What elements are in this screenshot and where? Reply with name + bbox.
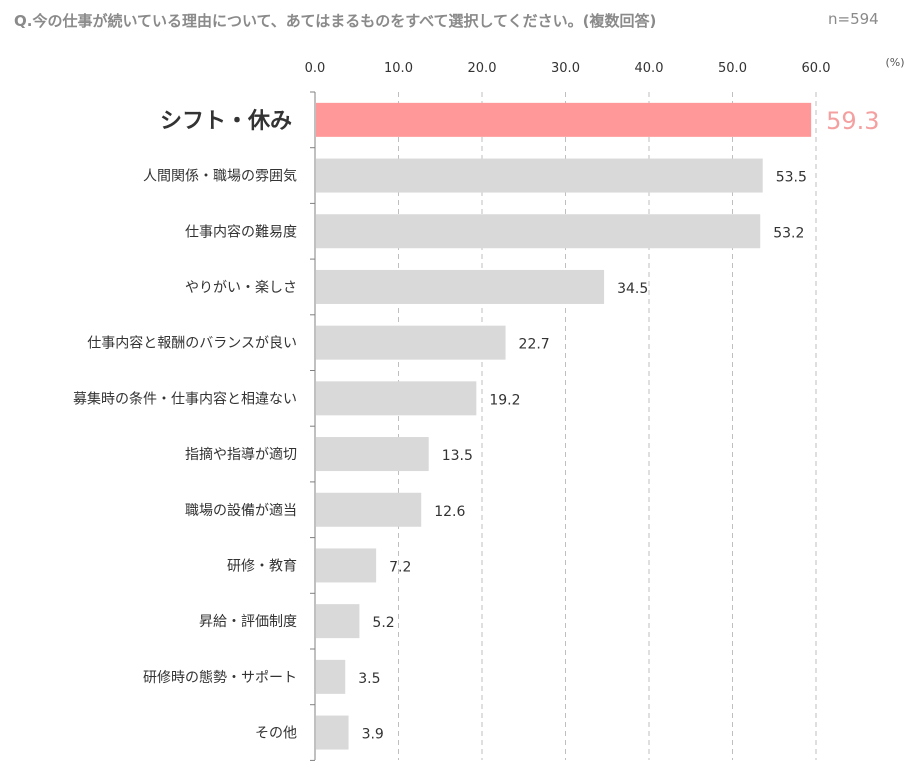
- value-label: 3.9: [362, 727, 384, 743]
- value-label: 3.5: [358, 671, 380, 687]
- x-tick-label: 60.0: [802, 61, 831, 76]
- category-label: 研修時の態勢・サポート: [143, 670, 297, 686]
- bar: [316, 715, 349, 750]
- x-tick-label: 0.0: [305, 61, 326, 76]
- bar: [316, 548, 377, 583]
- bar: [316, 269, 605, 304]
- value-label: 53.2: [773, 225, 804, 241]
- category-label: 仕事内容の難易度: [185, 223, 297, 240]
- bar: [316, 659, 346, 694]
- bar: [316, 102, 812, 137]
- category-label: その他: [255, 726, 297, 742]
- category-label: 昇給・評価制度: [199, 614, 297, 630]
- value-label: 5.2: [372, 615, 394, 631]
- x-tick-label: 30.0: [551, 61, 580, 76]
- question-title: Q.今の仕事が続いている理由について、あてはまるものをすべて選択してください。(…: [14, 12, 657, 30]
- sample-size-label: n=594: [828, 10, 879, 28]
- category-label: 研修・教育: [227, 558, 297, 574]
- category-label: 募集時の条件・仕事内容と相違ない: [73, 390, 297, 407]
- bar: [316, 437, 429, 472]
- value-label: 22.7: [519, 337, 550, 353]
- value-label: 19.2: [489, 392, 520, 408]
- value-label: 7.2: [389, 559, 411, 575]
- x-tick-label: 10.0: [384, 61, 413, 76]
- bar: [316, 325, 506, 360]
- unit-label: (%): [885, 56, 904, 69]
- value-label: 59.3: [826, 107, 879, 135]
- value-label: 34.5: [617, 281, 648, 297]
- category-label: 職場の設備が適当: [185, 502, 297, 519]
- value-label: 53.5: [776, 170, 807, 186]
- bar: [316, 214, 761, 249]
- bar: [316, 381, 477, 416]
- value-label: 12.6: [434, 504, 465, 520]
- category-label: 仕事内容と報酬のバランスが良い: [87, 335, 297, 352]
- category-label: シフト・休み: [160, 109, 292, 134]
- category-label: 指摘や指導が適切: [185, 446, 297, 463]
- x-tick-label: 20.0: [468, 61, 497, 76]
- category-label: やりがい・楽しさ: [185, 280, 297, 296]
- bar: [316, 604, 360, 639]
- bar: [316, 492, 422, 527]
- bar: [316, 158, 763, 193]
- x-tick-label: 50.0: [718, 61, 747, 76]
- x-tick-label: 40.0: [635, 61, 664, 76]
- value-label: 13.5: [442, 448, 473, 464]
- category-label: 人間関係・職場の雰囲気: [143, 169, 297, 185]
